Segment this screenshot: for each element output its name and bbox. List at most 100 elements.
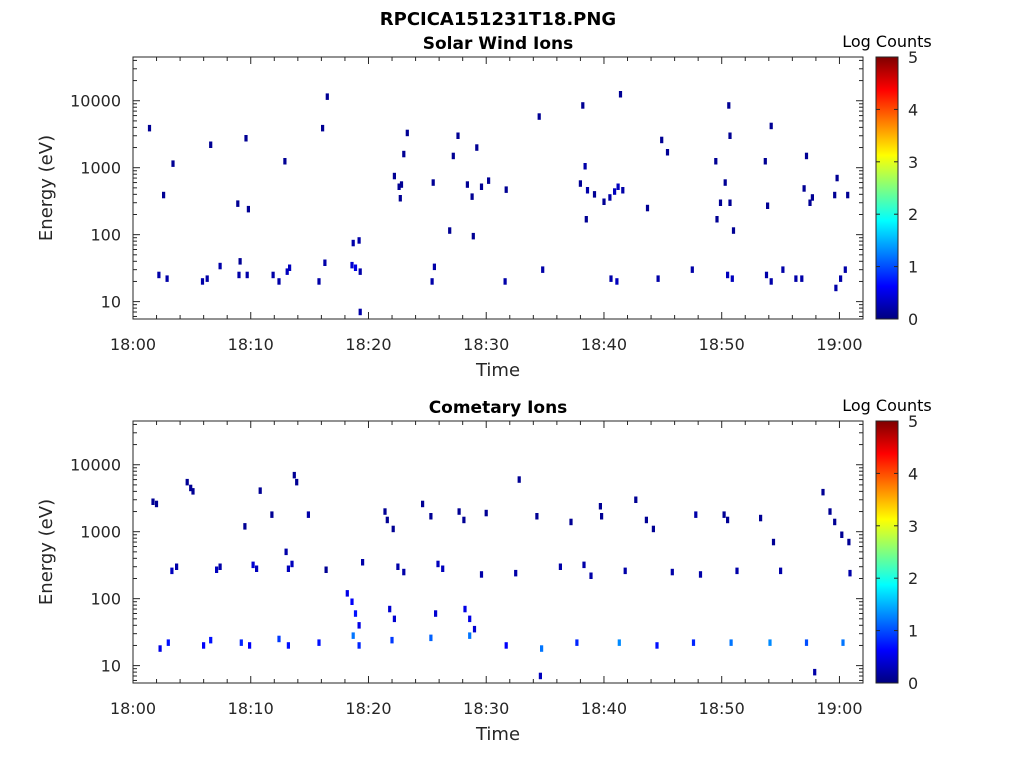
heatmap-cell (475, 144, 479, 151)
heatmap-cell (598, 503, 602, 510)
heatmap-cell (357, 237, 361, 244)
heatmap-cell (690, 266, 694, 273)
colorbar-ticks: 0 1 2 3 4 5 (876, 48, 918, 329)
colorbar-tick-label: 4 (908, 100, 918, 119)
heatmap-cell (670, 568, 674, 576)
heatmap-cell (290, 560, 294, 568)
heatmap-cell (808, 199, 812, 206)
heatmap-cell (463, 605, 467, 613)
colorbar-ticks: 0 1 2 3 4 5 (876, 412, 918, 693)
heatmap-cell (405, 129, 409, 137)
colorbar-tick-label: 2 (908, 569, 918, 588)
heatmap-cell (585, 187, 590, 194)
heatmap-cell (277, 278, 281, 285)
x-tick-label: 18:50 (699, 699, 745, 718)
colorbar-tick-label: 1 (908, 622, 918, 641)
heatmap-cell (821, 488, 825, 496)
heatmap-cell (286, 642, 290, 649)
heatmap-cell (317, 639, 321, 646)
heatmap-cell (613, 188, 617, 195)
heatmap-cell (843, 266, 847, 273)
heatmap-cell (665, 149, 670, 156)
heatmap-cell (285, 268, 289, 275)
heatmap-cell (468, 615, 472, 623)
heatmap-cell (581, 102, 585, 109)
plot-area (132, 420, 864, 684)
y-tick-label: 100 (90, 590, 121, 609)
heatmap-cell (165, 275, 169, 282)
heatmap-cell (357, 642, 361, 649)
heatmap-cell (487, 177, 491, 184)
heatmap-cell (258, 487, 262, 494)
colorbar-tick-label: 5 (908, 412, 918, 431)
heatmap-cell (781, 266, 785, 273)
heatmap-cell (350, 598, 354, 605)
x-tick-label: 19:00 (816, 699, 862, 718)
x-axis-label: Time (475, 724, 520, 745)
y-axis-label: Energy (eV) (36, 499, 57, 605)
heatmap-cell (218, 563, 222, 570)
heatmap-cell (541, 266, 545, 273)
heatmap-cell (158, 645, 162, 652)
heatmap-cell (244, 135, 248, 142)
heatmap-cell (448, 227, 452, 234)
heatmap-cell (804, 152, 809, 160)
heatmap-cell (847, 538, 851, 546)
heatmap-cell (728, 199, 732, 206)
heatmap-cell (470, 193, 474, 200)
colorbar (875, 56, 899, 320)
heatmap-cell (655, 642, 659, 649)
heatmap-cell (569, 518, 573, 526)
heatmap-cell (441, 565, 445, 572)
heatmap-cell (804, 639, 809, 646)
heatmap-cell (288, 264, 292, 271)
x-tick-label: 18:40 (581, 335, 627, 354)
heatmap-cell (813, 668, 817, 676)
heatmap-cell (402, 568, 406, 576)
heatmap-cell (166, 639, 170, 646)
heatmap-cell (385, 516, 389, 524)
colorbar-label: Log Counts (842, 32, 932, 51)
heatmap-cell (358, 308, 362, 316)
heatmap-cell (769, 122, 773, 130)
y-tick-label: 10000 (70, 456, 121, 475)
heatmap-cell (388, 605, 392, 613)
heatmap-cell (575, 639, 579, 646)
heatmap-cell (634, 496, 638, 503)
x-tick-label: 18:30 (463, 699, 509, 718)
heatmap-cell (504, 186, 508, 193)
heatmap-cell (731, 227, 736, 234)
heatmap-cell (465, 181, 469, 188)
heatmap-cell (834, 284, 838, 292)
heatmap-cell (722, 511, 726, 518)
heatmap-cell (718, 199, 723, 206)
heatmap-cell (833, 191, 837, 199)
heatmap-cell (321, 124, 325, 132)
x-axis: 18:00 18:10 18:20 18:30 18:40 18:50 19:00 (110, 421, 864, 718)
heatmap-cell (660, 136, 664, 144)
heatmap-cell (558, 563, 562, 570)
heatmap-cell (727, 102, 731, 109)
heatmap-cell (621, 187, 625, 194)
y-tick-label: 1000 (80, 523, 121, 542)
heatmap-cell (236, 200, 240, 207)
heatmap-cell (238, 258, 242, 265)
heatmap-cell (691, 639, 696, 646)
heatmap-cell (345, 590, 349, 597)
heatmap-cell (728, 132, 732, 139)
heatmap-cell (383, 508, 387, 515)
plot-area (132, 56, 864, 320)
heatmap-cell (651, 525, 655, 533)
x-tick-label: 18:10 (228, 335, 274, 354)
heatmap-cell (151, 498, 155, 505)
heatmap-cell (351, 239, 355, 247)
heatmap-cell (237, 271, 241, 279)
y-tick-label: 10000 (70, 92, 121, 111)
heatmap-cell (351, 632, 355, 639)
heatmap-cell (436, 560, 440, 568)
heatmap-cell (357, 622, 361, 629)
heatmap-cell (730, 275, 734, 282)
heatmap-cell (191, 488, 195, 495)
